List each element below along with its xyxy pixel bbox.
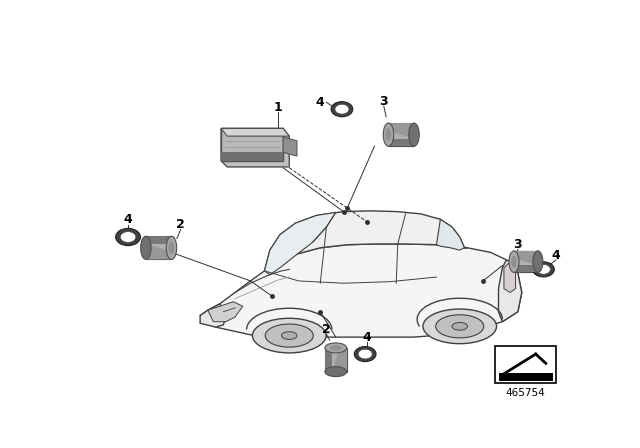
Ellipse shape [335,104,349,114]
Polygon shape [200,304,226,327]
Ellipse shape [436,315,484,338]
Polygon shape [436,220,465,250]
Ellipse shape [355,346,376,362]
Bar [495,346,556,383]
Polygon shape [504,262,516,293]
Ellipse shape [533,251,543,272]
Polygon shape [388,123,414,138]
Polygon shape [221,152,283,161]
Text: 465754: 465754 [506,388,545,398]
Ellipse shape [325,343,347,353]
Ellipse shape [120,232,136,242]
Text: 4: 4 [316,96,324,109]
Polygon shape [146,236,172,244]
Text: 4: 4 [552,249,560,262]
Text: 4: 4 [362,331,371,344]
Polygon shape [146,236,172,259]
Ellipse shape [265,324,313,347]
Ellipse shape [383,123,394,146]
Ellipse shape [452,323,467,330]
Ellipse shape [532,262,554,277]
Polygon shape [264,211,467,271]
Text: 3: 3 [380,95,388,108]
Text: 1: 1 [273,101,282,114]
Ellipse shape [168,241,174,254]
Polygon shape [499,260,522,322]
Polygon shape [325,348,347,372]
Ellipse shape [325,366,347,377]
Text: 3: 3 [513,238,522,251]
Ellipse shape [331,102,353,117]
Polygon shape [388,123,414,146]
Polygon shape [514,251,538,265]
Polygon shape [200,244,522,337]
Polygon shape [388,138,414,146]
Bar [499,373,553,381]
Ellipse shape [385,128,391,141]
Polygon shape [221,129,283,161]
Polygon shape [514,251,538,272]
Polygon shape [146,244,172,259]
Ellipse shape [252,318,326,353]
Ellipse shape [358,349,372,359]
Polygon shape [514,265,538,272]
Polygon shape [283,137,297,156]
Polygon shape [208,302,243,322]
Ellipse shape [141,236,151,259]
Ellipse shape [509,251,519,272]
Ellipse shape [536,264,550,274]
Text: 2: 2 [322,323,331,336]
Ellipse shape [423,309,497,344]
Polygon shape [221,129,289,136]
Text: 4: 4 [124,213,132,226]
Ellipse shape [116,228,140,246]
Ellipse shape [409,123,419,146]
Polygon shape [221,129,289,167]
Ellipse shape [330,345,342,351]
Ellipse shape [511,256,516,267]
Ellipse shape [282,332,297,340]
Polygon shape [264,212,336,275]
Polygon shape [325,348,332,372]
Text: 2: 2 [177,218,185,231]
Polygon shape [332,348,347,372]
Ellipse shape [166,236,177,259]
